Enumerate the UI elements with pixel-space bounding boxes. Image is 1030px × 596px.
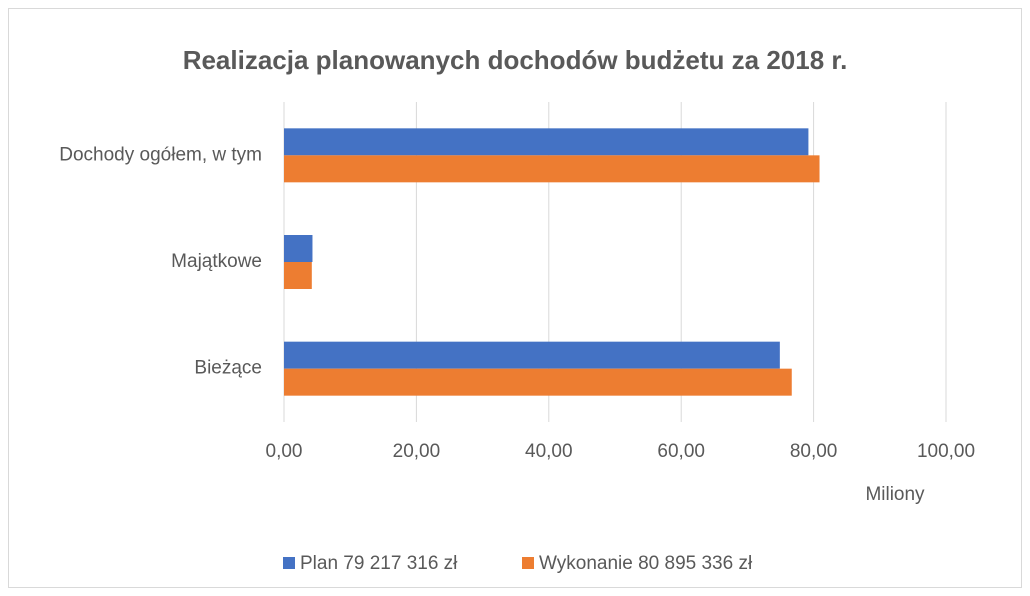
chart-title: Realizacja planowanych dochodów budżetu … bbox=[183, 45, 848, 75]
x-axis-label: Miliony bbox=[865, 484, 925, 505]
x-tick-label: 20,00 bbox=[393, 441, 441, 462]
bar bbox=[284, 128, 809, 156]
y-tick-label: Dochody ogółem, w tym bbox=[59, 144, 262, 165]
x-tick-label: 100,00 bbox=[917, 441, 975, 462]
y-tick-label: Majątkowe bbox=[171, 251, 262, 272]
bar bbox=[284, 235, 313, 262]
y-tick-label: Bieżące bbox=[194, 358, 262, 379]
bar bbox=[284, 155, 820, 183]
x-tick-label: 0,00 bbox=[266, 441, 303, 462]
legend-label: Wykonanie 80 895 336 zł bbox=[539, 553, 753, 574]
legend-swatch bbox=[522, 557, 534, 569]
x-tick-label: 80,00 bbox=[790, 441, 838, 462]
legend-label: Plan 79 217 316 zł bbox=[300, 553, 458, 574]
bar bbox=[284, 262, 312, 289]
bar bbox=[284, 341, 780, 369]
bar bbox=[284, 368, 792, 396]
chart-border bbox=[8, 8, 1022, 588]
x-tick-label: 60,00 bbox=[657, 441, 705, 462]
legend-swatch bbox=[283, 557, 295, 569]
x-tick-label: 40,00 bbox=[525, 441, 573, 462]
